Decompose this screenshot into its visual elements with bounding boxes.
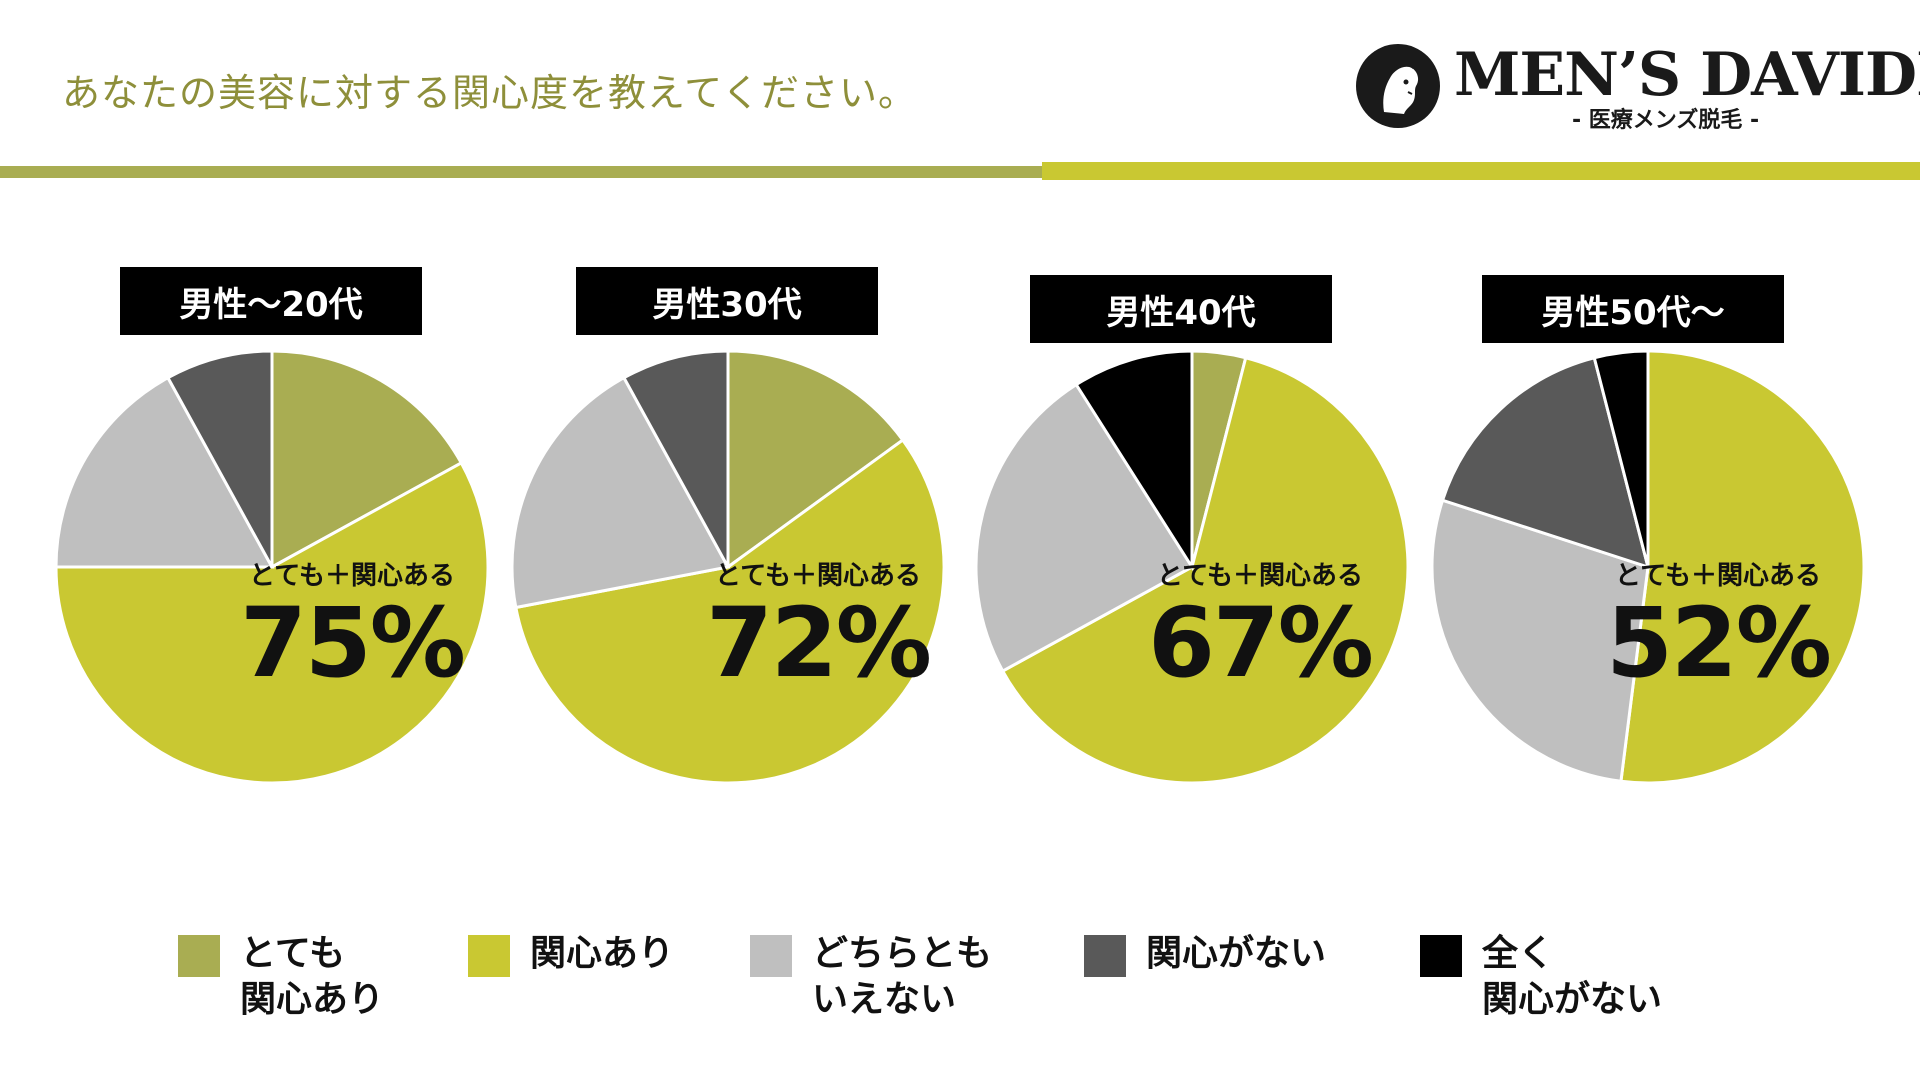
pie-caption: とても＋関心ある [249,561,455,591]
pie-caption: とても＋関心ある [1157,561,1363,591]
chart-title: 男性40代 [1030,275,1332,343]
legend-swatch [178,935,220,977]
pie-chart-30s: 男性30代 とても＋関心ある 72% [508,265,968,785]
brand-name: MEN’S DAVIDE [1454,40,1920,110]
pie-caption: とても＋関心ある [715,561,921,591]
legend-label: どちらとも いえない [812,933,993,1020]
legend-swatch [468,935,510,977]
chart-title: 男性50代〜 [1482,275,1784,343]
pie-slice-3 [1430,498,1650,783]
pie-slice-3 [974,382,1195,674]
chart-title: 男性30代 [576,267,878,335]
pie-value: 75% [240,587,466,699]
pie-chart-20s: 男性〜20代 とても＋関心ある 75% [52,265,512,785]
header-rule-left [0,166,1042,178]
pie-caption: とても＋関心ある [1615,561,1821,591]
pie-slice-5 [1074,349,1194,573]
pie-svg [510,349,946,785]
legend-label: 関心がない [1146,933,1327,974]
pie-slice-5 [1592,349,1650,568]
pie-slice-2 [1619,349,1866,785]
legend-label: とても 関心あり [240,933,385,1020]
david-head-icon [1356,44,1440,128]
pie-value: 72% [706,587,932,699]
pie-value: 52% [1606,587,1832,699]
pie-slice-4 [1440,355,1651,570]
pie-slice-2 [1000,355,1410,785]
chart-title: 男性〜20代 [120,267,422,335]
pie-slice-3 [510,375,731,610]
survey-question: あなたの美容に対する関心度を教えてください。 [62,71,917,115]
legend-label: 全く 関心がない [1482,933,1663,1020]
pie-slice-2 [54,460,490,785]
pie-slice-1 [270,349,464,570]
pie-slice-4 [621,349,730,568]
pie-slice-2 [514,437,946,785]
legend-swatch [1420,935,1462,977]
brand-tagline: - 医療メンズ脱毛 - [1572,108,1760,133]
pie-chart-40s: 男性40代 とても＋関心ある 67% [972,265,1432,785]
pie-svg [54,349,490,785]
header-rule-right [1042,162,1920,180]
brand-logo: MEN’S DAVIDE - 医療メンズ脱毛 - [1354,40,1920,140]
pie-slice-4 [165,349,274,568]
legend-swatch [1084,935,1126,977]
legend-swatch [750,935,792,977]
pie-slice-1 [726,349,905,570]
pie-chart-50s: 男性50代〜 とても＋関心ある 52% [1428,265,1888,785]
pie-slice-3 [54,375,275,569]
pie-svg [1430,349,1866,785]
legend-label: 関心あり [530,933,675,974]
pie-value: 67% [1148,587,1374,699]
pie-svg [974,349,1410,785]
